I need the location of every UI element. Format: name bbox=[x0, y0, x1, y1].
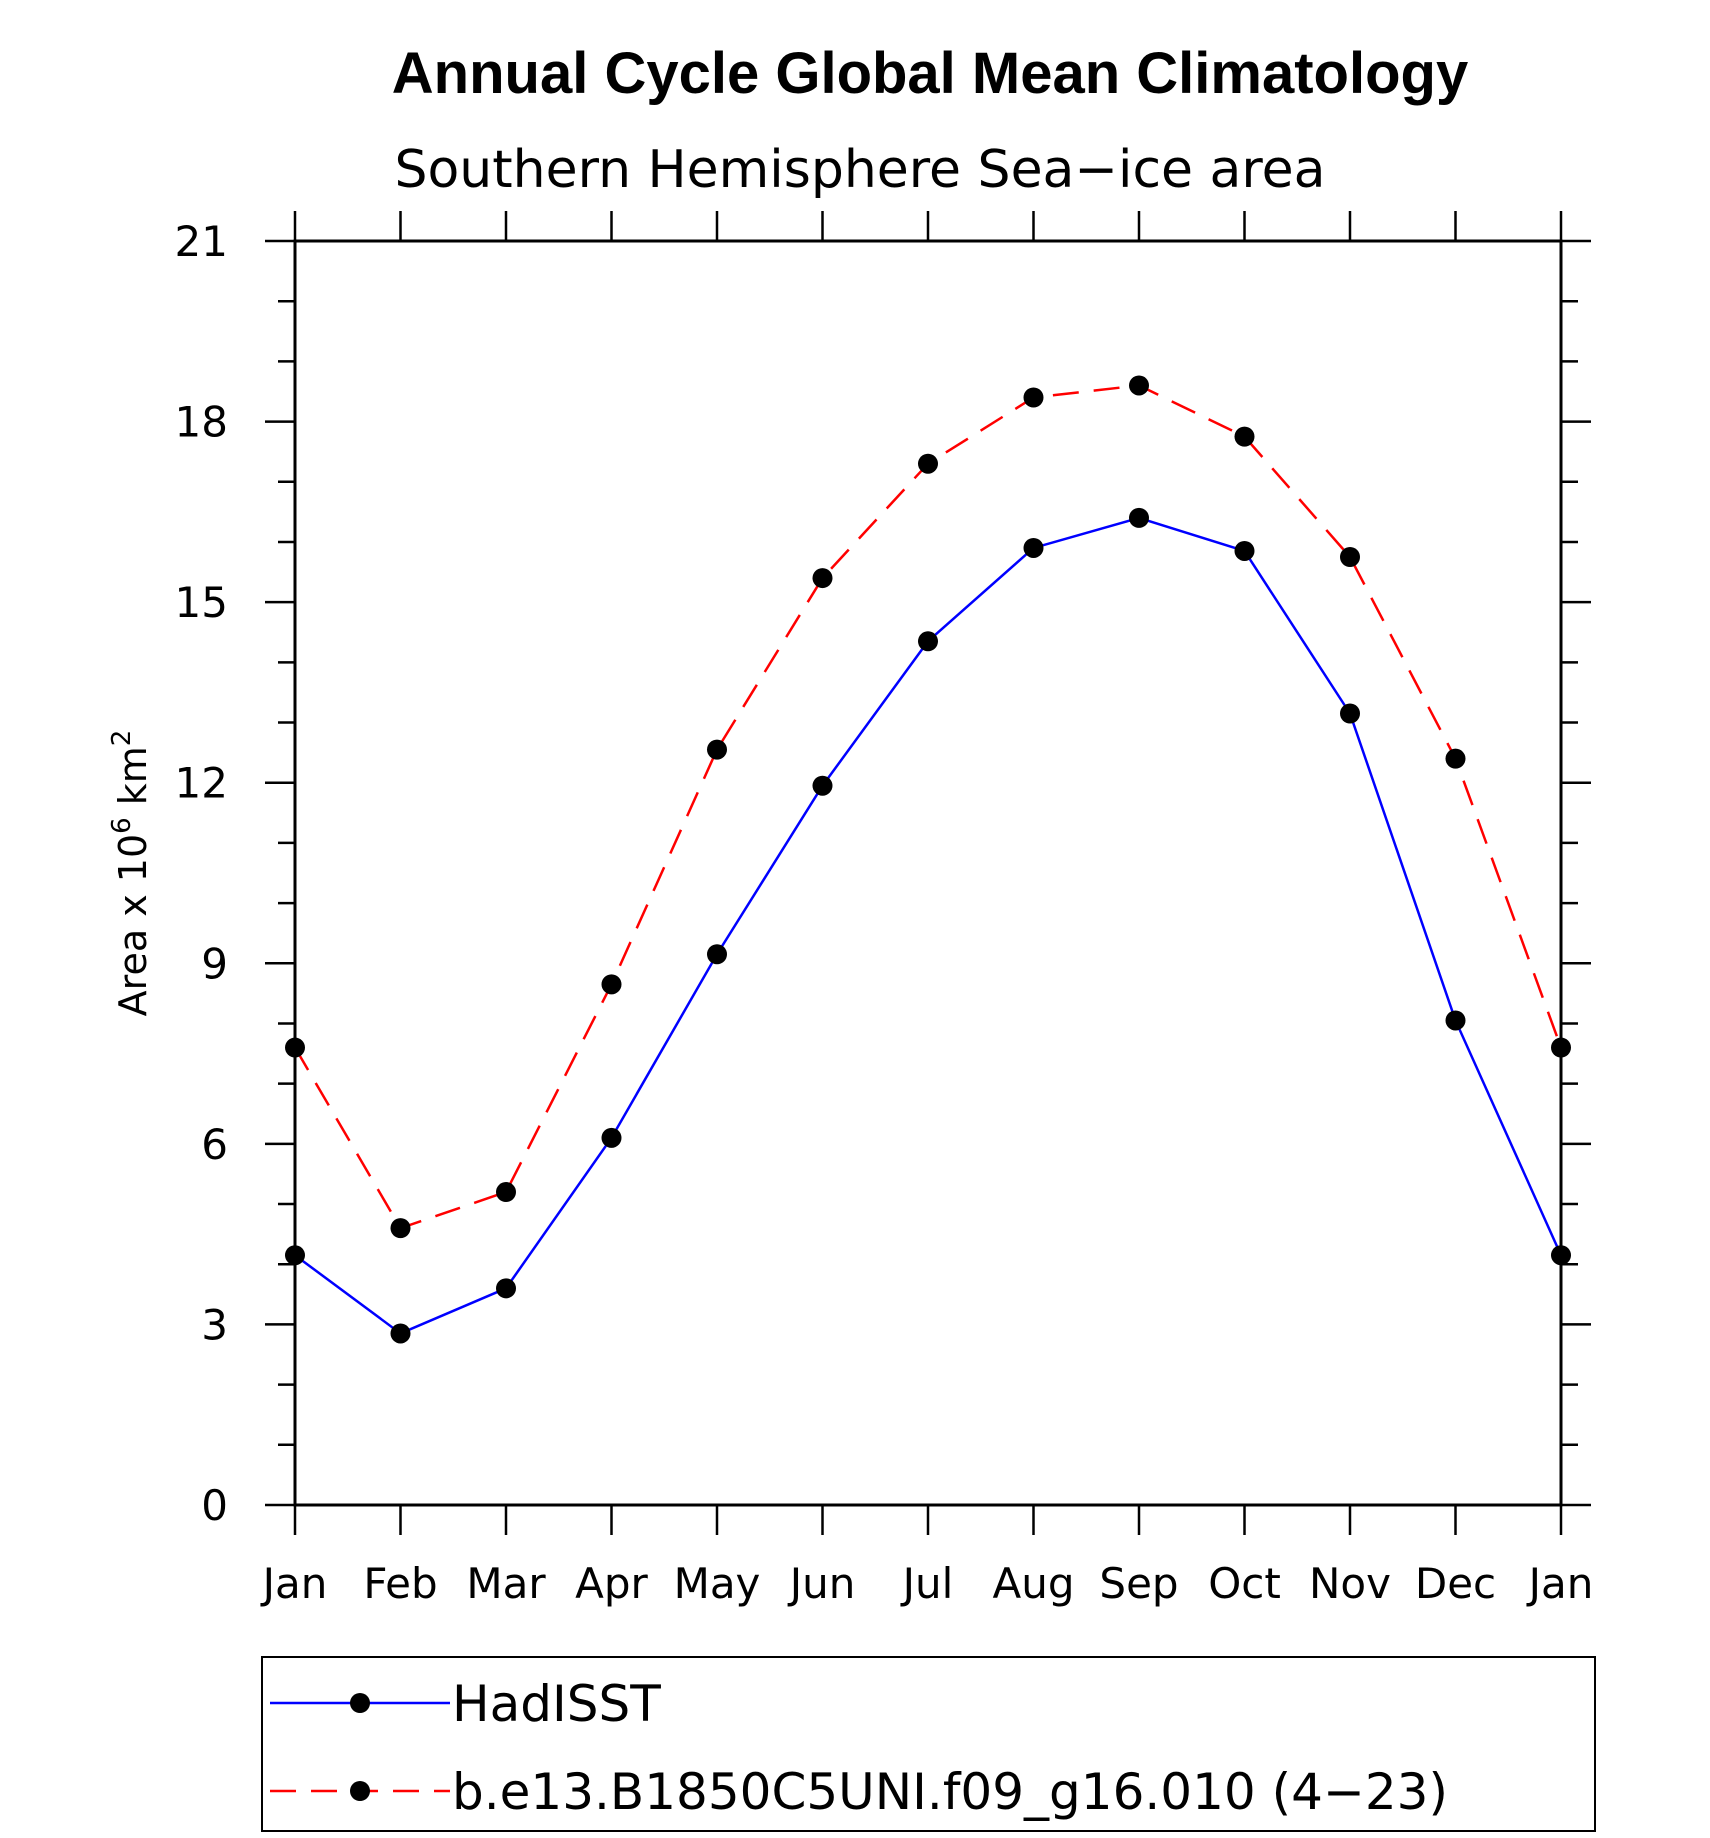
data-point bbox=[1234, 540, 1255, 561]
data-point bbox=[390, 1323, 411, 1344]
data-point bbox=[496, 1182, 516, 1203]
y-tick-label: 15 bbox=[175, 578, 228, 627]
y-axis-label-unit-exponent: 2 bbox=[107, 730, 137, 747]
data-point bbox=[812, 775, 833, 796]
data-point bbox=[1551, 1245, 1571, 1266]
data-point bbox=[390, 1218, 411, 1239]
data-point bbox=[1129, 375, 1149, 396]
x-tick-label: Jul bbox=[900, 1559, 954, 1608]
y-tick-label: 6 bbox=[201, 1120, 228, 1169]
x-tick-label: Feb bbox=[363, 1559, 437, 1608]
x-tick-label: Oct bbox=[1208, 1559, 1281, 1608]
data-point bbox=[601, 1127, 622, 1148]
series-line-1 bbox=[293, 384, 1563, 1230]
y-tick-label: 12 bbox=[175, 759, 228, 808]
data-point bbox=[918, 631, 938, 652]
plot-frame bbox=[293, 239, 1563, 1507]
data-point bbox=[707, 739, 727, 760]
y-axis: 0 3 6 9 12 15 18 21 bbox=[175, 217, 1591, 1530]
legend-marker-hadisst bbox=[350, 1693, 370, 1713]
data-point bbox=[1445, 1010, 1466, 1031]
x-tick-label: Mar bbox=[466, 1559, 546, 1608]
chart-title: Annual Cycle Global Mean Climatology bbox=[392, 41, 1468, 106]
data-point bbox=[812, 568, 833, 589]
y-tick-label: 0 bbox=[201, 1481, 228, 1530]
chart-subtitle: Southern Hemisphere Sea−ice area bbox=[394, 140, 1325, 200]
legend-marker-model bbox=[350, 1781, 370, 1801]
y-axis-label-unit: km bbox=[111, 746, 155, 805]
legend-label-model: b.e13.B1850C5UNI.f09_g16.010 (4−23) bbox=[452, 1763, 1448, 1821]
data-point bbox=[601, 974, 622, 995]
y-tick-label: 3 bbox=[201, 1300, 228, 1349]
x-tick-label: Jan bbox=[260, 1559, 328, 1608]
data-point bbox=[918, 453, 938, 474]
data-point bbox=[1023, 537, 1044, 558]
x-axis: Jan Feb Mar Apr May Jun Jul Aug Sep Oct Nov Dec Jan bbox=[260, 211, 1594, 1608]
y-axis-label-text: Area x 10 bbox=[111, 834, 155, 1016]
legend-box bbox=[261, 1656, 1596, 1832]
data-point bbox=[1340, 547, 1360, 567]
data-point bbox=[1551, 1037, 1571, 1058]
x-tick-label: Sep bbox=[1099, 1559, 1178, 1608]
y-tick-label: 18 bbox=[175, 398, 228, 447]
legend-label-hadisst: HadISST bbox=[452, 1675, 661, 1733]
y-tick-label: 9 bbox=[201, 939, 228, 988]
data-point bbox=[1234, 426, 1255, 447]
y-tick-label: 21 bbox=[175, 217, 228, 266]
x-tick-label: May bbox=[674, 1559, 761, 1608]
data-point bbox=[707, 944, 727, 965]
data-point bbox=[496, 1278, 516, 1299]
data-point bbox=[1023, 387, 1044, 408]
x-tick-label: Aug bbox=[992, 1559, 1074, 1608]
data-point bbox=[1445, 748, 1466, 769]
data-point bbox=[1129, 507, 1149, 528]
x-tick-label: Jun bbox=[787, 1559, 856, 1608]
data-point bbox=[285, 1245, 305, 1266]
x-tick-label: Dec bbox=[1415, 1559, 1496, 1608]
x-tick-label: Nov bbox=[1309, 1559, 1391, 1608]
y-axis-label-exponent: 6 bbox=[107, 817, 137, 834]
data-point bbox=[1340, 703, 1360, 724]
x-tick-label: Jan bbox=[1526, 1559, 1594, 1608]
y-axis-label: Area x 106 km2 bbox=[107, 730, 155, 1017]
legend: HadISST b.e13.B1850C5UNI.f09_g16.010 (4−… bbox=[261, 1656, 1596, 1832]
x-tick-label: Apr bbox=[575, 1559, 648, 1608]
series-layer bbox=[285, 375, 1571, 1344]
y-axis-label-space bbox=[111, 805, 155, 817]
data-point bbox=[285, 1037, 305, 1058]
